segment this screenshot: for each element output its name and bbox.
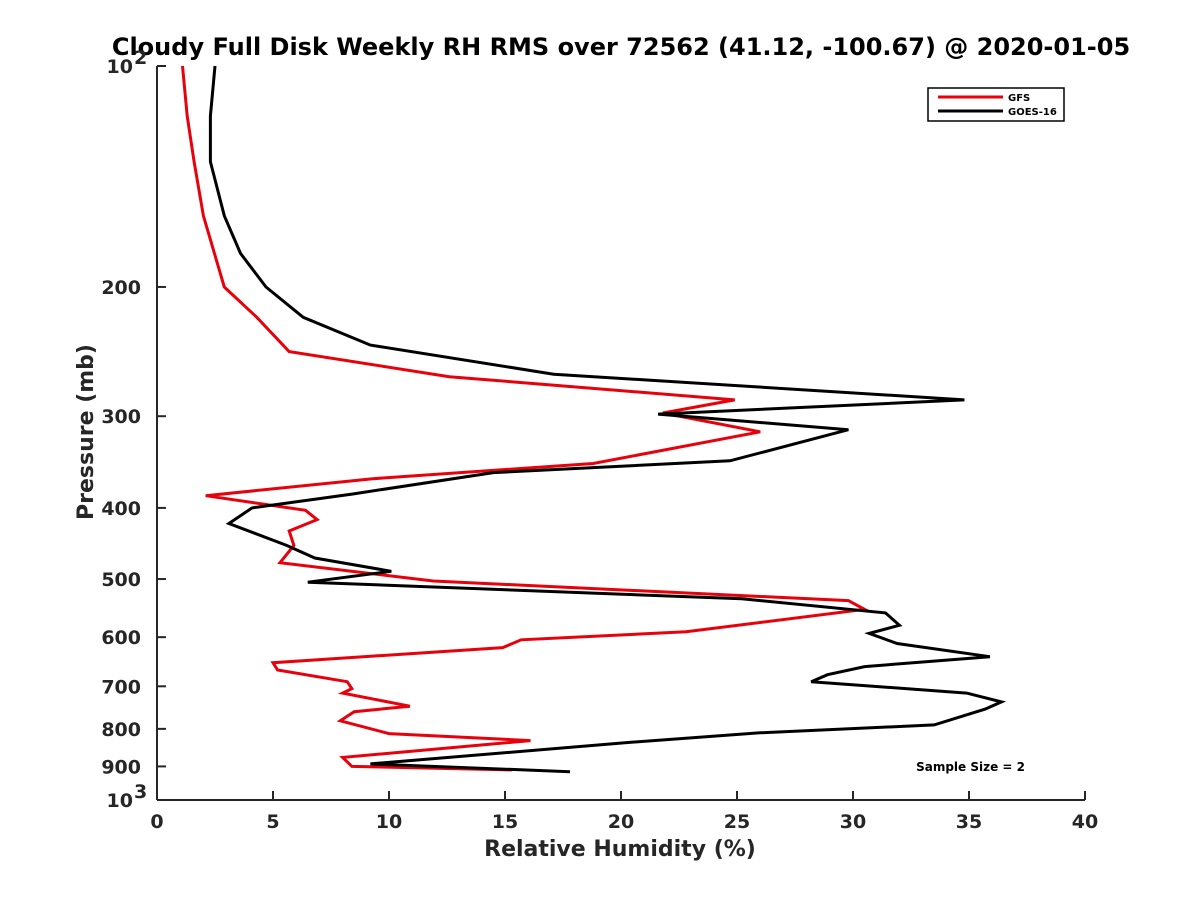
x-tick-label: 35 xyxy=(956,811,982,833)
legend: GFS GOES-16 xyxy=(927,87,1065,122)
x-tick-label: 15 xyxy=(492,811,518,833)
legend-box xyxy=(927,87,1065,122)
plot-background xyxy=(157,66,1085,800)
x-tick-label: 40 xyxy=(1072,811,1098,833)
y-tick-label: 700 xyxy=(101,676,141,698)
x-axis-label: Relative Humidity (%) xyxy=(484,837,756,862)
y-tick-label: 10 xyxy=(107,56,133,78)
series-layer xyxy=(181,65,1007,774)
sample-size-annotation: Sample Size = 2 xyxy=(916,760,1025,774)
y-tick-label: 500 xyxy=(101,569,141,591)
y-tick-label: 600 xyxy=(101,627,141,649)
y-tick-label: 800 xyxy=(101,719,141,741)
y-tick-label: 900 xyxy=(101,756,141,778)
y-tick-label: 10 xyxy=(107,790,133,812)
series-line-goes-16 xyxy=(208,65,1007,774)
chart-title: Cloudy Full Disk Weekly RH RMS over 7256… xyxy=(112,33,1130,61)
x-tick-label: 30 xyxy=(840,811,866,833)
y-tick-label: 300 xyxy=(101,406,141,428)
x-tick-label: 20 xyxy=(608,811,634,833)
x-tick-label: 25 xyxy=(724,811,750,833)
x-tick-label: 10 xyxy=(376,811,402,833)
y-tick-label: 400 xyxy=(101,498,141,520)
x-tick-label: 5 xyxy=(266,811,279,833)
y-axis-label: Pressure (mb) xyxy=(74,344,99,520)
y-tick-exponent: 2 xyxy=(134,47,147,69)
y-tick-exponent: 3 xyxy=(134,781,147,803)
legend-label: GOES-16 xyxy=(1008,107,1057,118)
series-line-gfs xyxy=(181,65,870,772)
x-tick-label: 0 xyxy=(150,811,163,833)
legend-label: GFS xyxy=(1008,93,1030,104)
y-tick-label: 200 xyxy=(101,277,141,299)
